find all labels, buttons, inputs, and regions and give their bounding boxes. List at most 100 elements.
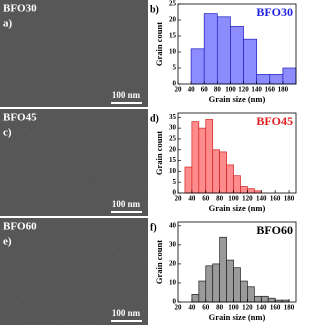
bar: [260, 295, 269, 303]
bar: [212, 263, 220, 303]
sem-image: [0, 0, 148, 107]
panel-label: a): [3, 18, 13, 30]
bar: [267, 297, 276, 303]
y-tick-label: 0: [173, 189, 177, 197]
x-tick-label: 140: [251, 86, 262, 94]
x-tick-label: 120: [238, 86, 249, 94]
bar: [254, 295, 262, 303]
bar: [205, 265, 214, 303]
scale-label: 100 nm: [112, 308, 141, 318]
bar: [233, 175, 241, 194]
bar: [219, 151, 227, 194]
y-tick-label: 5: [173, 178, 177, 186]
bar: [233, 267, 241, 303]
bar: [269, 74, 284, 85]
scale-label: 100 nm: [112, 90, 141, 100]
y-tick-label: 30: [169, 240, 177, 248]
x-tick-label: 80: [214, 86, 222, 94]
x-tick-label: 140: [256, 195, 267, 203]
x-tick-label: 120: [242, 304, 253, 312]
bar: [226, 164, 234, 194]
y-tick-label: 15: [169, 156, 177, 164]
sample-label: BFO45: [3, 112, 37, 124]
bar: [243, 38, 258, 85]
y-tick-label: 20: [169, 260, 177, 268]
bar: [226, 259, 234, 303]
y-tick-label: 30: [169, 124, 177, 132]
bar: [191, 294, 200, 303]
x-tick-label: 160: [265, 86, 276, 94]
chart-title: BFO60: [256, 223, 293, 237]
x-tick-label: 100: [228, 304, 239, 312]
x-tick-label: 60: [201, 86, 209, 94]
bar: [240, 186, 248, 194]
y-tick-label: 10: [169, 167, 177, 175]
x-tick-label: 180: [278, 86, 289, 94]
bar: [247, 286, 255, 303]
y-axis-label: Grain count: [154, 240, 164, 284]
x-tick-label: 180: [284, 195, 295, 203]
bar: [205, 119, 214, 194]
bar: [230, 26, 244, 85]
y-tick-label: 40: [169, 221, 177, 229]
y-axis-label: Grain count: [154, 131, 164, 175]
panel-label: f): [150, 222, 157, 233]
bar: [282, 67, 297, 85]
panel-label: e): [3, 236, 12, 248]
x-tick-label: 100: [225, 86, 236, 94]
y-tick-label: 0: [173, 298, 177, 306]
chart-title: BFO30: [256, 5, 293, 19]
frame: [177, 221, 297, 303]
frame: [177, 112, 297, 194]
sem-image: [0, 109, 148, 216]
bar: [212, 149, 220, 194]
x-tick-label: 140: [256, 304, 267, 312]
x-tick-label: 20: [175, 304, 183, 312]
bar: [191, 121, 200, 194]
panel-label: b): [150, 4, 159, 15]
bar: [190, 48, 205, 85]
x-tick-label: 100: [228, 195, 239, 203]
bar: [240, 280, 248, 303]
y-tick-label: 15: [169, 32, 177, 40]
x-tick-label: 160: [270, 304, 281, 312]
x-tick-label: 80: [216, 195, 224, 203]
x-axis-label: Grain size (nm): [209, 312, 266, 322]
panel-label: d): [150, 113, 159, 124]
x-tick-label: 160: [270, 195, 281, 203]
x-tick-label: 40: [188, 195, 196, 203]
bar: [219, 236, 227, 303]
x-tick-label: 60: [202, 304, 210, 312]
bar: [198, 280, 207, 303]
y-tick-label: 5: [173, 64, 177, 72]
chart-title: BFO45: [256, 114, 293, 128]
sample-label: BFO60: [3, 221, 37, 233]
y-tick-label: 25: [169, 0, 177, 8]
bar: [203, 13, 218, 85]
panel-label: c): [3, 127, 12, 139]
scale-label: 100 nm: [112, 199, 141, 209]
x-tick-label: 40: [188, 304, 196, 312]
sem-image: [0, 218, 148, 325]
x-tick-label: 40: [188, 86, 196, 94]
figure: BFO30 a) 100 nm BFO45 c) 100 nm BFO60 e) 100 nm 2…: [0, 0, 297, 325]
y-axis-label: Grain count: [154, 22, 164, 66]
x-tick-label: 20: [175, 195, 183, 203]
bar: [216, 16, 231, 85]
x-axis-label: Grain size (nm): [209, 203, 266, 213]
y-tick-label: 10: [169, 279, 177, 287]
x-tick-label: 20: [175, 86, 183, 94]
x-tick-label: 120: [242, 195, 253, 203]
x-axis-label: Grain size (nm): [209, 94, 266, 104]
x-tick-label: 60: [202, 195, 210, 203]
y-tick-label: 20: [169, 145, 177, 153]
bar: [247, 188, 255, 194]
y-tick-label: 35: [169, 113, 177, 121]
y-tick-label: 20: [169, 16, 177, 24]
x-tick-label: 80: [216, 304, 224, 312]
x-tick-label: 180: [284, 304, 295, 312]
bar: [184, 166, 193, 194]
bar: [256, 74, 271, 85]
y-tick-label: 25: [169, 135, 177, 143]
sample-label: BFO30: [3, 3, 37, 15]
